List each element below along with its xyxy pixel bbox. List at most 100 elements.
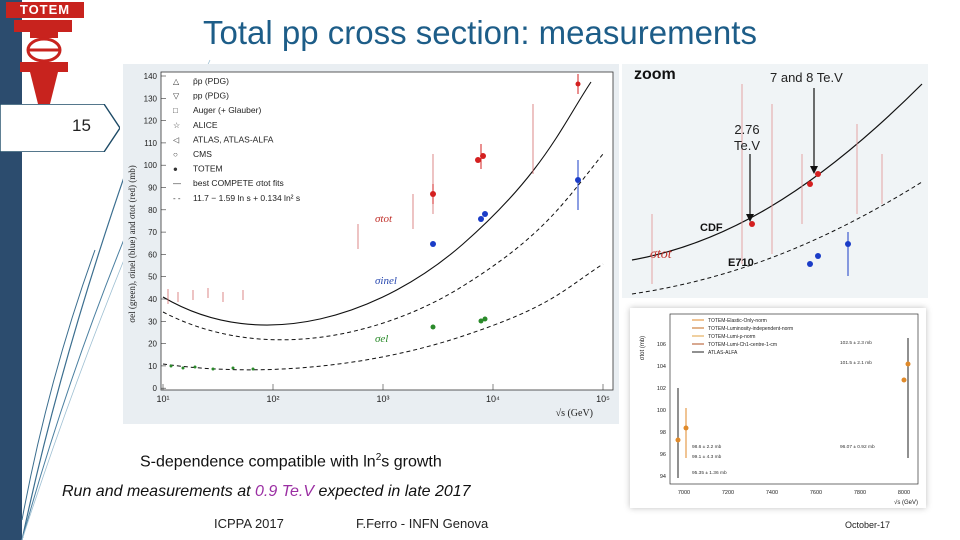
legend-entry: CMS bbox=[193, 149, 212, 159]
run-note-post: expected in late 2017 bbox=[314, 483, 471, 500]
sigma-tot-fit-curve bbox=[162, 81, 592, 326]
right-annotation: 95.35 ± 1.36 mb bbox=[692, 470, 727, 476]
auger-points bbox=[575, 74, 581, 94]
footer-author: F.Ferro - INFN Genova bbox=[356, 516, 489, 531]
slide-number-badge bbox=[0, 104, 120, 152]
legend-marker: ▽ bbox=[173, 92, 180, 101]
growth-note-pre: S-dependence compatible with ln bbox=[140, 453, 376, 471]
label-cdf: CDF bbox=[700, 222, 723, 234]
right-right-points bbox=[901, 338, 911, 458]
sigma-el-fit-curve bbox=[162, 263, 604, 371]
zoom-sigma-tot: σtot bbox=[650, 247, 673, 262]
right-ylabel: σtot (mb) bbox=[640, 336, 646, 360]
legend-marker: — bbox=[173, 179, 181, 188]
label-7-8-tev: 7 and 8 Te.V bbox=[770, 70, 843, 85]
label-2-76-unit: Te.V bbox=[734, 138, 761, 153]
run-note: Run and measurements at 0.9 Te.V expecte… bbox=[62, 483, 471, 501]
main-legend: △ p̄p (PDG) ▽ pp (PDG) □ Auger (+ Glauber) ☆ AL… bbox=[173, 76, 300, 203]
zoom-inel-curve bbox=[631, 181, 923, 295]
run-note-energy: 0.9 Te.V bbox=[255, 483, 315, 500]
green-el-points bbox=[169, 316, 488, 371]
right-x-tick: 7200 bbox=[722, 490, 734, 496]
growth-note: S-dependence compatible with ln2s growth bbox=[140, 452, 442, 471]
zoom-error-bars bbox=[651, 84, 883, 284]
right-legend-entry: ATLAS-ALFA bbox=[708, 350, 738, 356]
main-ylabel: σel (green), σinel (blue) and σtot (red)… bbox=[127, 165, 137, 323]
footer-date: October-17 bbox=[845, 520, 891, 530]
zoom-plot-canvas: σtot bbox=[631, 83, 923, 295]
legend-entry: 11.7 − 1.59 ln s + 0.134 ln² s bbox=[193, 193, 300, 203]
right-x-tick: 7600 bbox=[810, 490, 822, 496]
logo-text: TOTEM bbox=[6, 2, 84, 18]
main-y-tick: 120 bbox=[144, 117, 158, 126]
right-annotation: 102.5 ± 2.3 mb bbox=[840, 340, 872, 346]
right-y-tick: 104 bbox=[657, 364, 666, 370]
right-y-tick: 102 bbox=[657, 386, 666, 392]
main-y-tick: 70 bbox=[148, 228, 157, 237]
right-y-tick: 106 bbox=[657, 342, 666, 348]
main-y-tick: 110 bbox=[144, 139, 157, 148]
right-plot-canvas: σtot (mb) √s (GeV) 106 104 102 100 98 96 94 70… bbox=[640, 313, 919, 506]
right-annotation: 99.1 ± 4.3 mb bbox=[692, 454, 722, 460]
right-y-tick: 94 bbox=[660, 474, 666, 480]
legend-marker: ◁ bbox=[173, 135, 180, 144]
totem-points bbox=[430, 144, 486, 204]
main-cross-section-plot: σel (green), σinel (blue) and σtot (red)… bbox=[123, 64, 619, 424]
legend-entry: ATLAS, ATLAS-ALFA bbox=[193, 134, 274, 144]
main-y-tick: 40 bbox=[148, 295, 157, 304]
main-y-tick: 30 bbox=[148, 317, 157, 326]
main-plot-canvas: σel (green), σinel (blue) and σtot (red)… bbox=[127, 71, 614, 419]
right-x-tick: 7400 bbox=[766, 490, 778, 496]
sigma-inel-fit-curve bbox=[162, 153, 604, 341]
legend-marker: ● bbox=[173, 165, 178, 174]
growth-note-sup: 2 bbox=[375, 452, 382, 463]
zoom-tot-curve bbox=[631, 83, 923, 261]
slide-number: 15 bbox=[72, 116, 91, 135]
legend-entry: best COMPETE σtot fits bbox=[193, 178, 284, 188]
main-y-tick: 140 bbox=[144, 72, 158, 81]
totem-8tev-detail-plot: σtot (mb) √s (GeV) 106 104 102 100 98 96 94 70… bbox=[630, 308, 926, 508]
main-x-tick: 10⁵ bbox=[596, 394, 610, 404]
label-sigma-el: σel bbox=[375, 333, 388, 345]
totem-logo: TOTEM bbox=[0, 0, 90, 108]
legend-entry: TOTEM bbox=[193, 164, 223, 174]
right-left-points bbox=[675, 388, 689, 478]
right-annotation: 98.6 ± 2.2 mb bbox=[692, 444, 722, 450]
legend-marker: ☆ bbox=[173, 121, 180, 130]
zoom-panel: σtot bbox=[622, 64, 928, 298]
right-legend-entry: TOTEM-Lumi-Ch1-centre-1-cm bbox=[708, 342, 777, 348]
zoom-cms-points bbox=[807, 232, 851, 276]
legend-entry: ALICE bbox=[193, 120, 218, 130]
main-y-tick: 100 bbox=[144, 161, 158, 170]
run-note-pre: Run and measurements at bbox=[62, 483, 255, 500]
legend-marker: □ bbox=[173, 106, 178, 115]
main-y-tick: 60 bbox=[148, 250, 157, 259]
zoom-totem-points bbox=[749, 171, 821, 227]
right-legend: TOTEM-Elastic-Only-norm TOTEM-Luminosity-… bbox=[692, 318, 793, 356]
slide-title: Total pp cross section: measurements bbox=[203, 14, 757, 51]
right-annotation: 96.07 ± 0.92 mb bbox=[840, 444, 875, 450]
right-legend-entry: TOTEM-Lumi-ρ-norm bbox=[708, 334, 755, 340]
main-x-tick: 10² bbox=[266, 394, 279, 404]
main-x-tick: 10¹ bbox=[156, 394, 169, 404]
logo-emblem-icon bbox=[14, 20, 72, 104]
label-sigma-inel: σinel bbox=[375, 275, 397, 287]
cms-points bbox=[430, 160, 581, 247]
main-y-tick: 10 bbox=[148, 362, 157, 371]
main-x-tick: 10³ bbox=[376, 394, 389, 404]
main-y-tick: 20 bbox=[148, 340, 157, 349]
right-annotation: 101.5 ± 2.1 mb bbox=[840, 360, 872, 366]
right-legend-entry: TOTEM-Elastic-Only-norm bbox=[708, 318, 767, 324]
legend-marker: - - bbox=[173, 194, 181, 203]
main-y-tick: 0 bbox=[153, 384, 158, 393]
label-2-76-value: 2.76 bbox=[734, 122, 760, 137]
growth-note-post: s growth bbox=[381, 453, 442, 471]
right-y-tick: 96 bbox=[660, 452, 666, 458]
right-legend-entry: TOTEM-Luminosity-independent-norm bbox=[708, 326, 793, 332]
right-y-tick: 98 bbox=[660, 430, 666, 436]
zoom-label: zoom bbox=[634, 66, 676, 83]
right-xlabel: √s (GeV) bbox=[894, 499, 918, 506]
legend-marker: △ bbox=[173, 77, 180, 86]
label-sigma-tot: σtot bbox=[375, 213, 393, 225]
footer-conference: ICPPA 2017 bbox=[214, 516, 284, 531]
